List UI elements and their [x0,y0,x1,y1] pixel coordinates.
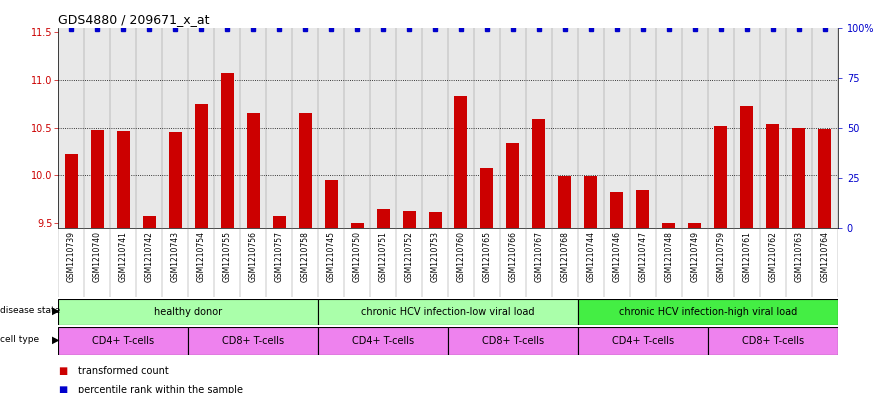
Text: GSM1210766: GSM1210766 [508,231,518,283]
Bar [688,223,702,228]
Text: GSM1210740: GSM1210740 [92,231,102,283]
Bar [578,327,708,355]
Text: GSM1210744: GSM1210744 [586,231,596,283]
Bar [636,190,650,228]
Text: transformed count: transformed count [78,365,168,376]
Text: cell type: cell type [0,335,39,344]
Bar [714,126,728,228]
Bar [142,217,156,228]
Text: GSM1210755: GSM1210755 [222,231,232,283]
Text: CD4+ T-cells: CD4+ T-cells [92,336,154,346]
Text: GSM1210753: GSM1210753 [430,231,440,283]
Text: GSM1210767: GSM1210767 [534,231,544,283]
Text: GSM1210741: GSM1210741 [118,231,128,282]
Text: healthy donor: healthy donor [154,307,222,317]
Bar [188,327,318,355]
Bar [766,124,780,228]
Text: GSM1210765: GSM1210765 [482,231,492,283]
Text: GSM1210746: GSM1210746 [612,231,622,283]
Text: GSM1210763: GSM1210763 [794,231,804,283]
Text: GSM1210745: GSM1210745 [326,231,336,283]
Text: GSM1210743: GSM1210743 [170,231,180,283]
Bar [194,104,208,228]
Text: GSM1210747: GSM1210747 [638,231,648,283]
Bar [58,299,318,325]
Text: GSM1210748: GSM1210748 [664,231,674,282]
Text: ▶: ▶ [52,334,59,344]
Text: GSM1210761: GSM1210761 [742,231,752,282]
Text: CD4+ T-cells: CD4+ T-cells [612,336,674,346]
Bar [818,129,831,228]
Text: GSM1210762: GSM1210762 [768,231,778,282]
Bar [402,211,416,228]
Text: GSM1210757: GSM1210757 [274,231,284,283]
Bar [792,128,806,228]
Text: disease state: disease state [0,306,60,315]
Text: GSM1210760: GSM1210760 [456,231,466,283]
Bar [584,176,598,228]
Text: GSM1210754: GSM1210754 [196,231,206,283]
Text: GSM1210758: GSM1210758 [300,231,310,282]
Bar [116,130,130,228]
Text: GSM1210759: GSM1210759 [716,231,726,283]
Text: GSM1210742: GSM1210742 [144,231,154,282]
Text: percentile rank within the sample: percentile rank within the sample [78,385,243,393]
Bar [350,223,364,228]
Text: CD8+ T-cells: CD8+ T-cells [742,336,804,346]
Text: GSM1210751: GSM1210751 [378,231,388,282]
Bar [610,192,624,228]
Bar [506,143,520,228]
Bar [740,106,754,228]
Text: GSM1210756: GSM1210756 [248,231,258,283]
Bar [448,327,578,355]
Bar [168,132,182,228]
Bar [324,180,338,228]
Bar [428,212,442,228]
Text: GSM1210752: GSM1210752 [404,231,414,282]
Bar [454,96,468,228]
Bar [558,176,572,228]
Bar [65,154,78,228]
Text: ■: ■ [58,365,67,376]
Text: GDS4880 / 209671_x_at: GDS4880 / 209671_x_at [58,13,210,26]
Text: chronic HCV infection-high viral load: chronic HCV infection-high viral load [619,307,797,317]
Text: CD4+ T-cells: CD4+ T-cells [352,336,414,346]
Text: CD8+ T-cells: CD8+ T-cells [222,336,284,346]
Text: GSM1210750: GSM1210750 [352,231,362,283]
Bar [318,299,578,325]
Text: GSM1210749: GSM1210749 [690,231,700,283]
Text: ▶: ▶ [52,306,59,316]
Text: ■: ■ [58,385,67,393]
Bar [376,209,390,228]
Bar [532,119,546,228]
Text: chronic HCV infection-low viral load: chronic HCV infection-low viral load [361,307,535,317]
Text: CD8+ T-cells: CD8+ T-cells [482,336,544,346]
Bar [90,130,104,228]
Bar [246,114,260,228]
Bar [708,327,838,355]
Text: GSM1210764: GSM1210764 [820,231,830,283]
Bar [298,114,312,228]
Bar [318,327,448,355]
Bar [480,168,494,228]
Bar [662,223,676,228]
Text: GSM1210768: GSM1210768 [560,231,570,282]
Bar [58,327,188,355]
Bar [272,217,286,228]
Bar [578,299,838,325]
Bar [220,73,234,228]
Text: GSM1210739: GSM1210739 [66,231,76,283]
